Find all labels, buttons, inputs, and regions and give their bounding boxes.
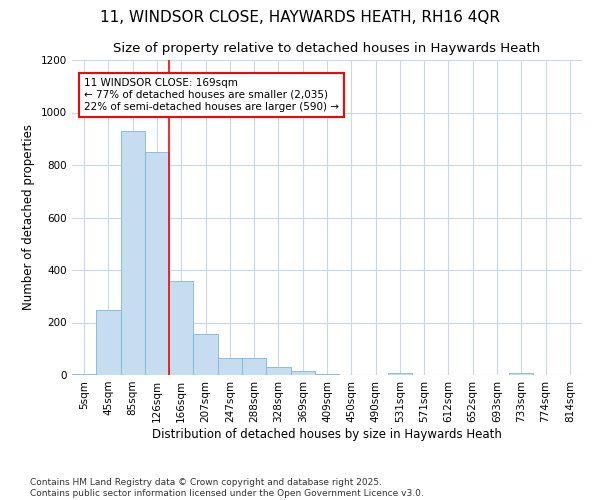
Bar bbox=[266, 367, 290, 375]
Bar bbox=[169, 282, 193, 375]
Bar bbox=[193, 334, 218, 375]
Bar bbox=[315, 374, 339, 375]
Bar bbox=[121, 131, 145, 375]
Bar bbox=[145, 152, 169, 375]
Title: Size of property relative to detached houses in Haywards Heath: Size of property relative to detached ho… bbox=[113, 42, 541, 54]
Y-axis label: Number of detached properties: Number of detached properties bbox=[22, 124, 35, 310]
Text: 11, WINDSOR CLOSE, HAYWARDS HEATH, RH16 4QR: 11, WINDSOR CLOSE, HAYWARDS HEATH, RH16 … bbox=[100, 10, 500, 25]
Bar bbox=[96, 310, 121, 375]
Bar bbox=[290, 372, 315, 375]
X-axis label: Distribution of detached houses by size in Haywards Heath: Distribution of detached houses by size … bbox=[152, 428, 502, 440]
Bar bbox=[388, 373, 412, 375]
Text: 11 WINDSOR CLOSE: 169sqm
← 77% of detached houses are smaller (2,035)
22% of sem: 11 WINDSOR CLOSE: 169sqm ← 77% of detach… bbox=[84, 78, 339, 112]
Bar bbox=[509, 373, 533, 375]
Bar bbox=[242, 358, 266, 375]
Bar bbox=[72, 374, 96, 375]
Bar bbox=[218, 358, 242, 375]
Text: Contains HM Land Registry data © Crown copyright and database right 2025.
Contai: Contains HM Land Registry data © Crown c… bbox=[30, 478, 424, 498]
